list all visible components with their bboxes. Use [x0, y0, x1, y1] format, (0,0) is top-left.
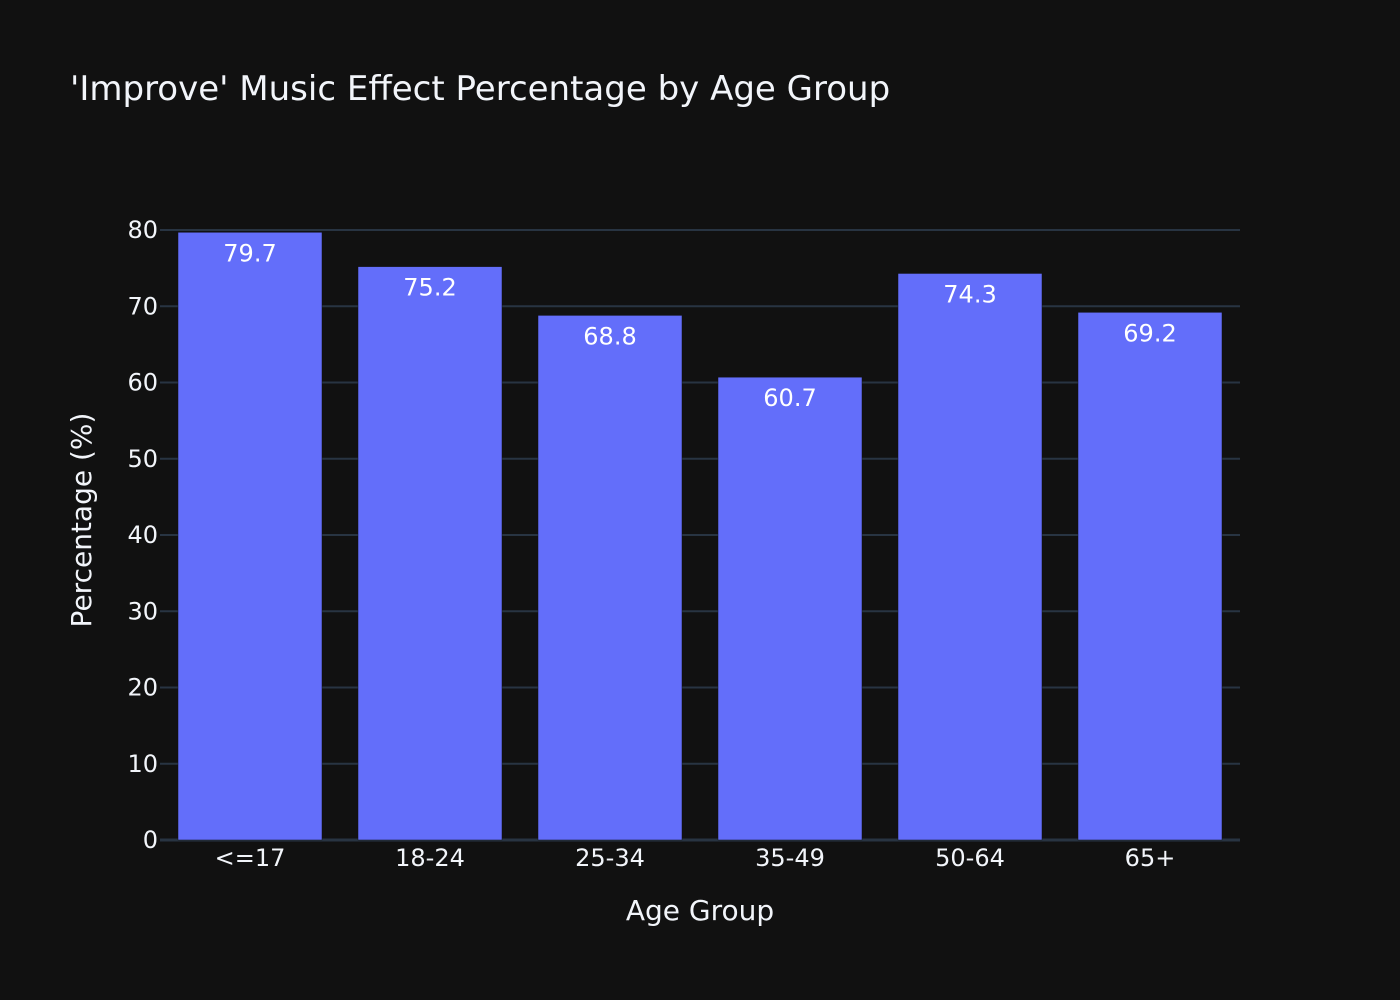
data-labels: 79.7 75.2 68.8 60.7 74.3 69.2 — [223, 239, 1176, 412]
y-tick-label: 60 — [127, 369, 158, 397]
bars — [177, 232, 1223, 841]
data-label: 69.2 — [1123, 319, 1176, 347]
y-tick-label: 20 — [127, 674, 158, 702]
data-label: 74.3 — [943, 280, 996, 308]
y-axis-title: Percentage (%) — [65, 413, 98, 628]
x-tick-label: 50-64 — [935, 844, 1005, 872]
x-tick-label: 25-34 — [575, 844, 645, 872]
data-label: 60.7 — [763, 384, 816, 412]
gridlines — [160, 229, 1240, 842]
y-tick-label: 70 — [127, 292, 158, 320]
x-tick-label: 18-24 — [395, 844, 465, 872]
bar-18-24 — [357, 266, 503, 841]
y-tick-label: 0 — [143, 826, 158, 854]
x-tick-label: <=17 — [215, 844, 286, 872]
y-tick-label: 10 — [127, 750, 158, 778]
bar-25-34 — [537, 315, 683, 841]
x-axis-title: Age Group — [626, 894, 774, 927]
bar-50-64 — [897, 273, 1043, 841]
data-label: 75.2 — [403, 274, 456, 302]
y-tick-label: 50 — [127, 445, 158, 473]
x-tick-label: 35-49 — [755, 844, 825, 872]
y-tick-label: 30 — [127, 597, 158, 625]
y-tick-label: 80 — [127, 216, 158, 244]
data-label: 68.8 — [583, 322, 636, 350]
bar-<=17 — [177, 232, 323, 841]
y-tick-label: 40 — [127, 521, 158, 549]
x-axis-ticks: <=17 18-24 25-34 35-49 50-64 65+ — [215, 844, 1176, 872]
bar-65+ — [1077, 312, 1223, 841]
y-axis-ticks: 0 10 20 30 40 50 60 70 80 — [127, 216, 158, 854]
x-tick-label: 65+ — [1125, 844, 1176, 872]
chart-title: 'Improve' Music Effect Percentage by Age… — [70, 69, 890, 109]
bar-35-49 — [717, 376, 863, 841]
data-label: 79.7 — [223, 239, 276, 267]
